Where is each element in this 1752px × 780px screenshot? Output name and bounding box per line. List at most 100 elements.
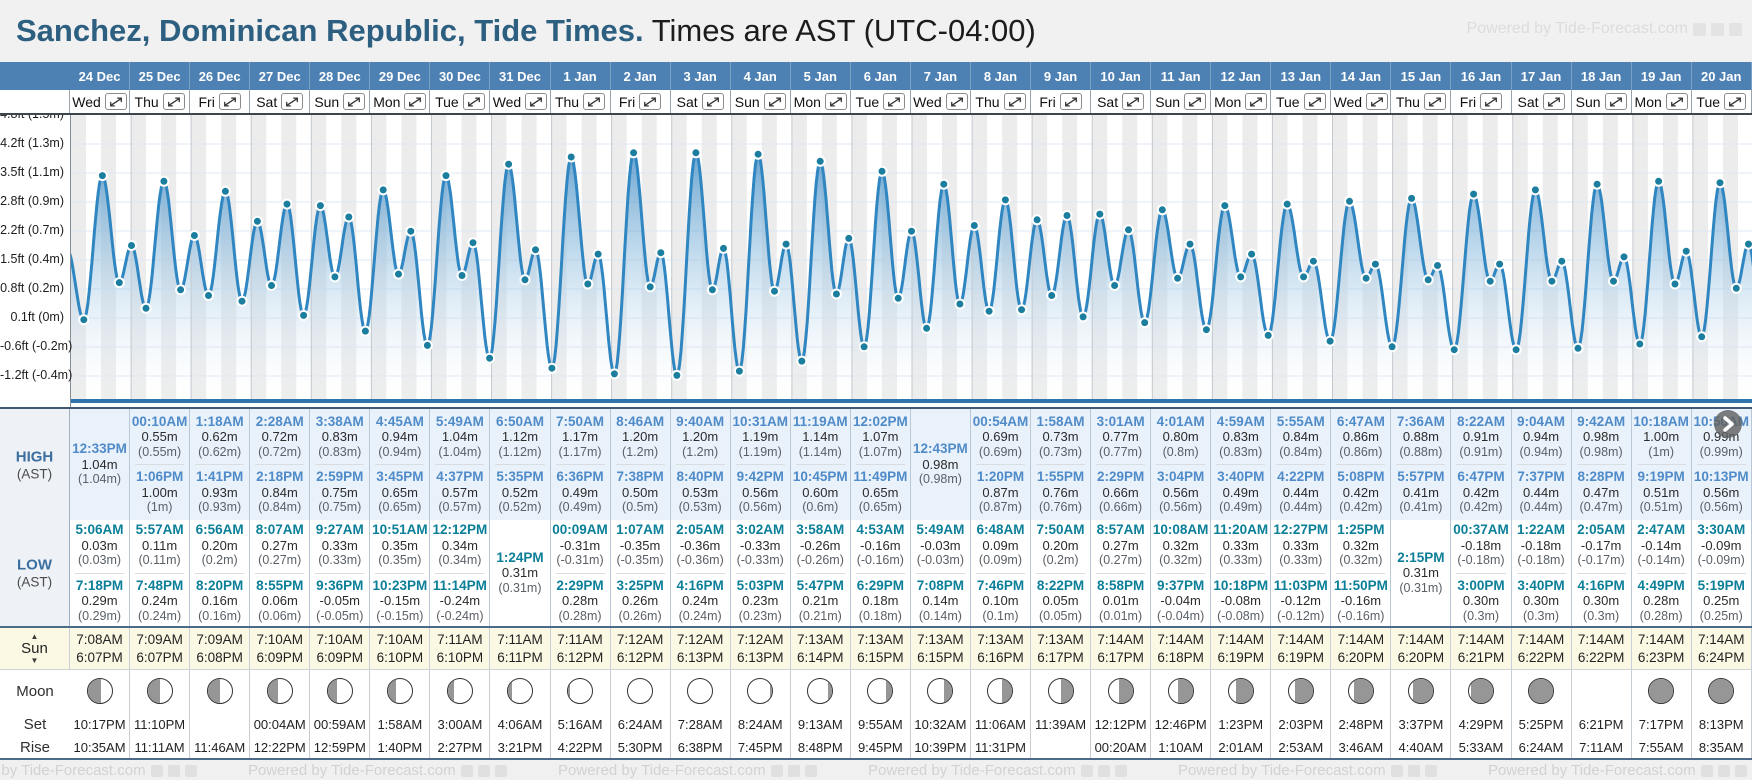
low-tide-cell: 5:06AM 0.03m (0.03m) 7:18PM 0.29m (0.29m) xyxy=(70,520,131,626)
expand-day-button[interactable] xyxy=(1003,93,1026,110)
sunset-time: 6:18PM xyxy=(1157,649,1204,665)
sunrise-time: 7:10AM xyxy=(316,631,364,647)
sunset-time: 6:10PM xyxy=(376,649,424,665)
date-label: 10 Jan xyxy=(1100,68,1141,84)
high-tide-height: 0.56m xyxy=(742,484,779,500)
date-label: 16 Jan xyxy=(1460,68,1502,84)
low-tide-height-paren: (0.18m) xyxy=(858,608,902,623)
low-tide-time: 5:06AM xyxy=(75,522,124,537)
expand-day-button[interactable] xyxy=(1665,93,1688,110)
moon-dark-part xyxy=(1412,679,1433,703)
low-tide-cell: 3:30AM -0.09m (-0.09m) 5:19PM 0.25m (0.25m) xyxy=(1692,520,1752,626)
low-tide-height: 0.31m xyxy=(501,565,539,581)
moonrise-cell: 12:22PM xyxy=(250,736,311,758)
date-label: 1 Jan xyxy=(563,68,597,84)
expand-day-button[interactable] xyxy=(104,93,127,110)
expand-day-button[interactable] xyxy=(1366,93,1389,110)
expand-day-button[interactable] xyxy=(1542,93,1565,110)
expand-day-button[interactable] xyxy=(343,93,366,110)
date-cell: 10 Jan xyxy=(1091,62,1152,90)
expand-day-button[interactable] xyxy=(1184,93,1207,110)
expand-day-button[interactable] xyxy=(701,93,724,110)
watermark-footer: Powered by Tide-Forecast.com xyxy=(868,762,1127,779)
low-tide-height: 0.21m xyxy=(802,593,839,608)
sunset-time: 6:13PM xyxy=(736,649,784,665)
date-cell: 20 Jan xyxy=(1692,62,1752,90)
expand-day-button[interactable] xyxy=(281,93,304,110)
watermark-top: Powered by Tide-Forecast.com xyxy=(1467,20,1742,38)
watermark-icon xyxy=(460,764,473,777)
high-tide-time: 12:43PM xyxy=(913,441,968,457)
low-tide-time: 9:37PM xyxy=(1157,577,1205,593)
moon-dark-part xyxy=(1119,679,1133,703)
expand-day-button[interactable] xyxy=(945,93,968,110)
high-tide-time: 5:08PM xyxy=(1337,469,1385,484)
low-tide-time: 1:07AM xyxy=(616,522,665,537)
sun-cell: 7:10AM 6:10PM xyxy=(370,628,431,669)
next-days-button[interactable] xyxy=(1714,410,1742,438)
high-tide-entry: 10:45PM 0.60m (0.6m) xyxy=(791,469,850,516)
sun-cell: 7:09AM 6:08PM xyxy=(190,628,251,669)
day-cell: Tue xyxy=(1271,90,1332,113)
low-tide-time: 2:15PM xyxy=(1397,549,1445,565)
date-cell: 14 Jan xyxy=(1331,62,1392,90)
high-tide-height-paren: (0.42m) xyxy=(1339,500,1383,514)
expand-icon xyxy=(588,97,601,106)
expand-day-button[interactable] xyxy=(1423,93,1446,110)
expand-day-button[interactable] xyxy=(162,93,185,110)
sunrise-time: 7:12AM xyxy=(736,631,784,647)
expand-day-button[interactable] xyxy=(1059,93,1082,110)
watermark-text: Powered by Tide-Forecast.com xyxy=(0,762,146,779)
expand-day-button[interactable] xyxy=(1122,93,1145,110)
watermark-footer: Powered by Tide-Forecast.com xyxy=(1488,762,1747,779)
moonrise-cell: 1:40PM xyxy=(370,736,431,758)
expand-day-button[interactable] xyxy=(824,93,847,110)
expand-icon xyxy=(950,97,963,106)
sun-row-toggle[interactable]: ▲ Sun ▼ xyxy=(0,628,70,669)
day-cell: Sun xyxy=(1572,90,1632,113)
sunset-time: 6:07PM xyxy=(136,649,183,665)
expand-day-button[interactable] xyxy=(763,93,786,110)
low-tide-height: 0.34m xyxy=(441,537,478,553)
expand-day-button[interactable] xyxy=(525,93,548,110)
high-tide-time: 12:33PM xyxy=(72,441,127,457)
day-of-week-label: Mon xyxy=(793,93,821,110)
moon-phase-icon xyxy=(266,678,293,704)
high-tide-cell: 5:55AM 0.84m (0.84m) 4:22PM 0.44m (0.44m) xyxy=(1271,409,1332,520)
sunset-time: 6:20PM xyxy=(1337,649,1385,665)
moon-row-gutter: Moon xyxy=(0,670,70,712)
expand-day-button[interactable] xyxy=(1604,93,1627,110)
expand-icon xyxy=(1308,97,1321,106)
day-cell: Mon xyxy=(370,90,431,113)
low-tide-time: 5:03PM xyxy=(736,577,784,593)
low-tide-height: 0.23m xyxy=(742,593,779,608)
moonset-cell: 7:17PM xyxy=(1632,712,1692,736)
expand-day-button[interactable] xyxy=(1245,93,1268,110)
expand-day-button[interactable] xyxy=(583,93,606,110)
expand-day-button[interactable] xyxy=(462,93,485,110)
day-of-week-label: Mon xyxy=(1634,93,1662,110)
high-tide-entry: 6:47AM 0.86m (0.86m) xyxy=(1331,414,1390,461)
expand-day-button[interactable] xyxy=(404,93,427,110)
moonrise-time: 8:35AM xyxy=(1698,739,1744,755)
expand-day-button[interactable] xyxy=(639,93,662,110)
expand-day-button[interactable] xyxy=(1480,93,1503,110)
expand-day-button[interactable] xyxy=(883,93,906,110)
high-tide-cell: 8:22AM 0.91m (0.91m) 6:47PM 0.42m (0.42m) xyxy=(1451,409,1512,520)
expand-day-button[interactable] xyxy=(218,93,241,110)
watermark-icon xyxy=(477,764,490,777)
low-tide-entry: 1:25PM 0.32m (0.32m) xyxy=(1331,522,1390,569)
high-tide-time: 10:18AM xyxy=(1633,413,1689,429)
low-tide-entry: 5:06AM 0.03m (0.03m) xyxy=(70,522,129,569)
moonset-time: 00:59AM xyxy=(313,716,366,732)
high-tide-height-paren: (0.42m) xyxy=(1459,500,1503,514)
high-tide-entry: 5:55AM 0.84m (0.84m) xyxy=(1271,414,1330,461)
sun-cell: 7:12AM 6:13PM xyxy=(731,628,791,669)
tide-entry-divider xyxy=(135,464,185,465)
expand-day-button[interactable] xyxy=(1303,93,1326,110)
low-tide-cell: 3:02AM -0.33m (-0.33m) 5:03PM 0.23m (0.23m) xyxy=(731,520,791,626)
low-tide-entry: 7:48PM 0.24m (0.24m) xyxy=(130,578,189,625)
expand-day-button[interactable] xyxy=(1724,93,1747,110)
high-tide-time: 11:19AM xyxy=(792,413,848,429)
watermark-icon xyxy=(1693,22,1706,36)
